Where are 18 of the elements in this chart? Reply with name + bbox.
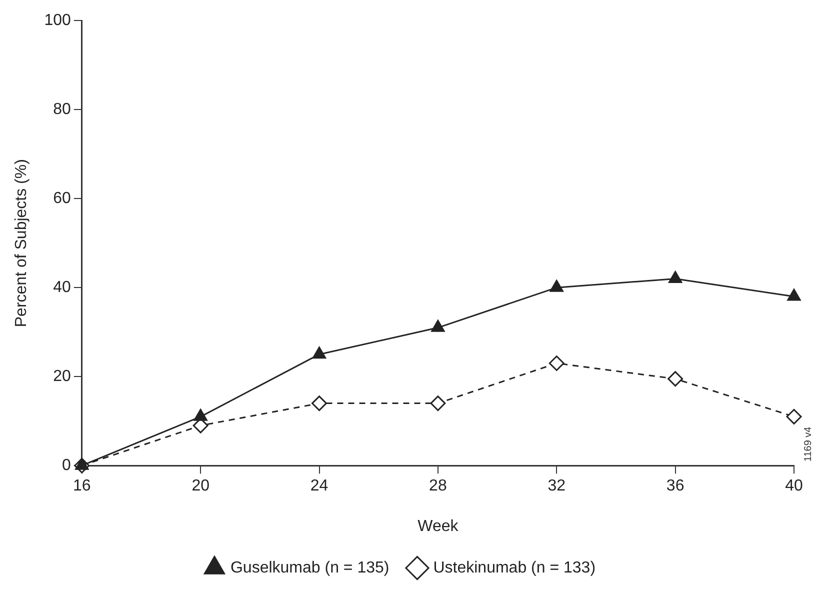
x-tick-label: 32 — [548, 478, 566, 495]
y-tick-label: 80 — [53, 101, 71, 118]
x-tick-label: 24 — [310, 478, 328, 495]
y-axis-title: Percent of Subjects (%) — [13, 159, 30, 328]
x-tick-label: 16 — [72, 478, 91, 495]
x-axis-title: Week — [418, 518, 460, 535]
y-tick-label: 0 — [62, 457, 71, 474]
y-tick-label: 40 — [53, 279, 71, 296]
y-tick-label: 100 — [44, 12, 71, 30]
x-tick-label: 40 — [785, 478, 803, 495]
legend-label: Guselkumab (n = 135) — [230, 559, 390, 576]
legend-label: Ustekinumab (n = 133) — [433, 559, 596, 576]
x-tick-label: 36 — [666, 478, 684, 495]
x-tick-label: 28 — [429, 478, 447, 495]
text: 1169 v4 — [802, 426, 814, 462]
x-tick-label: 20 — [192, 478, 210, 495]
y-tick-label: 60 — [53, 190, 71, 208]
y-tick-label: 20 — [53, 368, 71, 386]
